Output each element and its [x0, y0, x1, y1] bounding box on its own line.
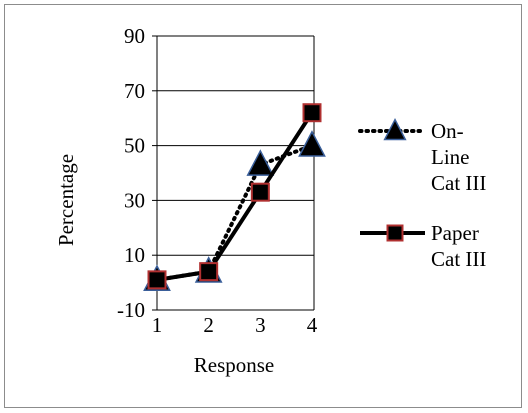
x-axis-title: Response	[194, 353, 275, 377]
y-tick-label: 70	[124, 79, 145, 103]
legend-label: Line	[431, 145, 469, 169]
y-tick-label: 90	[124, 24, 145, 48]
data-point	[246, 149, 275, 176]
y-tick-labels: -10 10 30 50 70 90	[117, 24, 145, 322]
data-point	[199, 262, 219, 282]
y-tick-label: 50	[124, 134, 145, 158]
legend-label: On-	[431, 119, 464, 143]
y-tick-label: 10	[124, 243, 145, 267]
gridlines	[157, 35, 314, 311]
legend-label: Cat III	[431, 247, 486, 271]
data-point	[383, 118, 407, 141]
x-tick-label: 4	[307, 313, 318, 337]
data-point	[386, 224, 404, 242]
series-group	[143, 103, 326, 292]
y-tick-label: -10	[117, 298, 145, 322]
data-point	[250, 182, 270, 202]
x-tick-label: 1	[152, 313, 163, 337]
x-tick-label: 2	[203, 313, 214, 337]
legend-label: Paper	[431, 221, 479, 245]
series-1	[143, 130, 326, 292]
data-point	[298, 130, 326, 157]
x-tick-label: 3	[255, 313, 266, 337]
series-2	[147, 103, 322, 290]
data-point	[147, 270, 167, 290]
legend-label: Cat III	[431, 171, 486, 195]
y-tick-label: 30	[124, 188, 145, 212]
data-point	[302, 103, 322, 123]
x-tick-labels: 1 2 3 4	[152, 313, 318, 337]
axes	[152, 35, 315, 311]
series-line	[155, 143, 314, 282]
y-axis-title: Percentage	[54, 154, 78, 246]
chart-frame	[4, 4, 522, 408]
series-line	[156, 111, 314, 282]
